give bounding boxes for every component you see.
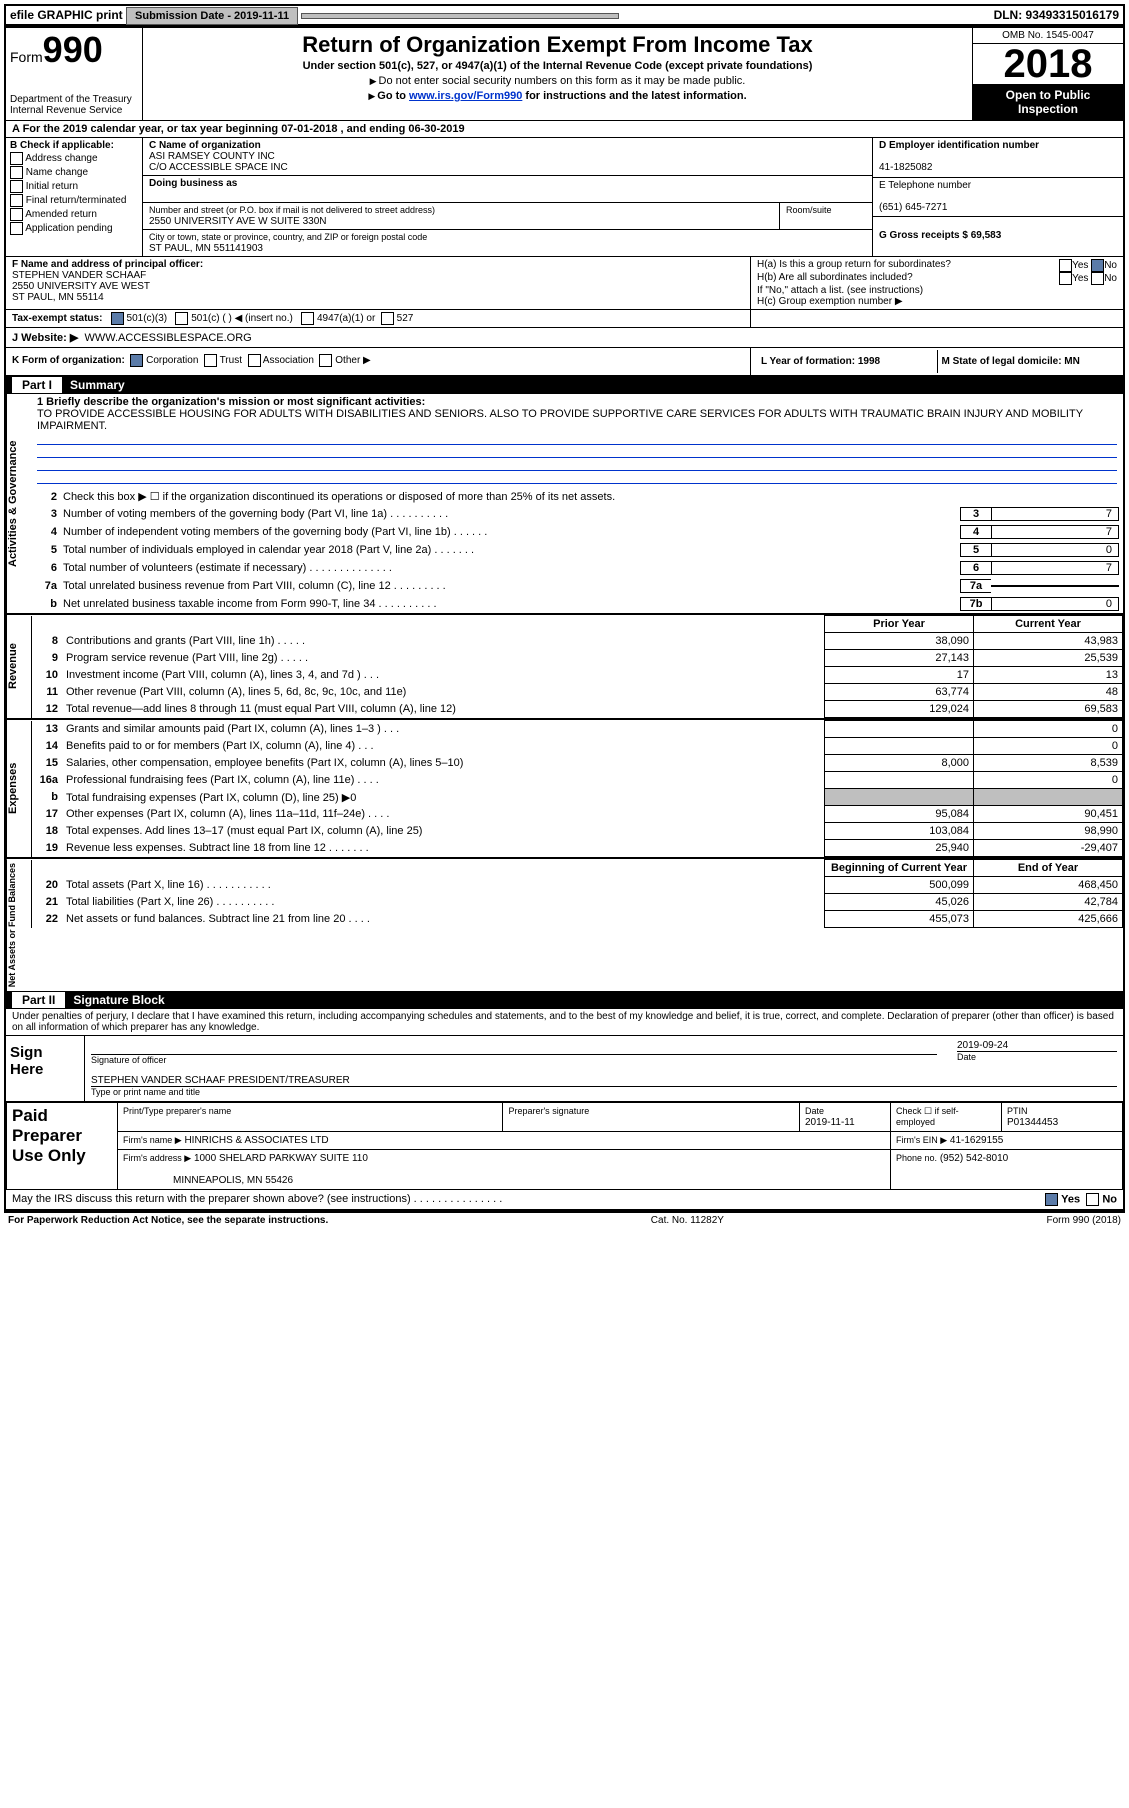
submission-date-btn[interactable]: Submission Date - 2019-11-11 [126, 7, 298, 25]
revenue-table: Prior YearCurrent Year 8Contributions an… [31, 615, 1123, 718]
org-co: C/O ACCESSIBLE SPACE INC [149, 162, 288, 173]
side-expenses: Expenses [6, 720, 31, 857]
open-inspection: Open to Public Inspection [973, 84, 1123, 120]
paid-preparer-table: Paid Preparer Use Only Print/Type prepar… [6, 1102, 1123, 1190]
expenses-table: 13Grants and similar amounts paid (Part … [31, 720, 1123, 857]
col-b-checkboxes: B Check if applicable: Address change Na… [6, 138, 143, 256]
netassets-table: Beginning of Current YearEnd of Year 20T… [31, 859, 1123, 928]
side-governance: Activities & Governance [6, 394, 31, 613]
year-formation: L Year of formation: 1998 [761, 356, 880, 367]
blank-btn [301, 13, 619, 19]
form-word: Form [10, 49, 43, 65]
top-bar: efile GRAPHIC print Submission Date - 20… [4, 4, 1125, 26]
row-j-website: J Website: ▶ WWW.ACCESSIBLESPACE.ORG [6, 328, 1123, 348]
form-subtitle: Under section 501(c), 527, or 4947(a)(1)… [151, 60, 964, 72]
row-h-group: H(a) Is this a group return for subordin… [751, 257, 1123, 309]
part-1-header: Part ISummary [6, 376, 1123, 394]
irs-link[interactable]: www.irs.gov/Form990 [409, 90, 522, 102]
signature-block: Under penalties of perjury, I declare th… [6, 1009, 1123, 1210]
org-address: 2550 UNIVERSITY AVE W SUITE 330N [149, 216, 326, 227]
org-city: ST PAUL, MN 551141903 [149, 243, 263, 254]
website: WWW.ACCESSIBLESPACE.ORG [84, 332, 251, 344]
tax-year: 2018 [973, 44, 1123, 84]
mission-block: 1 Briefly describe the organization's mi… [31, 394, 1123, 488]
form-title: Return of Organization Exempt From Incom… [151, 32, 964, 58]
year-cell: OMB No. 1545-0047 2018 Open to Public In… [972, 28, 1123, 120]
form-id-cell: Form990 Department of the Treasury Inter… [6, 28, 143, 120]
ssn-note: Do not enter social security numbers on … [379, 75, 746, 87]
discuss-row: May the IRS discuss this return with the… [6, 1190, 1123, 1210]
col-c-org-info: C Name of organization ASI RAMSEY COUNTY… [143, 138, 872, 256]
footer: For Paperwork Reduction Act Notice, see … [4, 1212, 1125, 1228]
side-netassets: Net Assets or Fund Balances [6, 859, 31, 991]
dln: DLN: 93493315016179 [994, 8, 1119, 22]
gross-receipts: G Gross receipts $ 69,583 [879, 230, 1001, 241]
org-name: ASI RAMSEY COUNTY INC [149, 151, 275, 162]
row-a-tax-year: A For the 2019 calendar year, or tax yea… [6, 121, 1123, 138]
row-f-officer: F Name and address of principal officer:… [6, 257, 751, 309]
row-i-tax-status: Tax-exempt status: 501(c)(3) 501(c) ( ) … [6, 310, 751, 327]
title-cell: Return of Organization Exempt From Incom… [143, 28, 972, 120]
row-k-form-org: K Form of organization: Corporation Trus… [6, 348, 751, 375]
ein: 41-1825082 [879, 162, 932, 173]
part-2-header: Part IISignature Block [6, 991, 1123, 1009]
efile-label: efile GRAPHIC print [10, 8, 123, 22]
state-domicile: M State of legal domicile: MN [942, 356, 1080, 367]
dept-treasury: Department of the Treasury Internal Reve… [10, 94, 138, 116]
phone: (651) 645-7271 [879, 202, 947, 213]
side-revenue: Revenue [6, 615, 31, 718]
form-body: Form990 Department of the Treasury Inter… [4, 26, 1125, 1212]
form-number: 990 [43, 29, 103, 70]
col-d-ein-phone: D Employer identification number41-18250… [872, 138, 1123, 256]
